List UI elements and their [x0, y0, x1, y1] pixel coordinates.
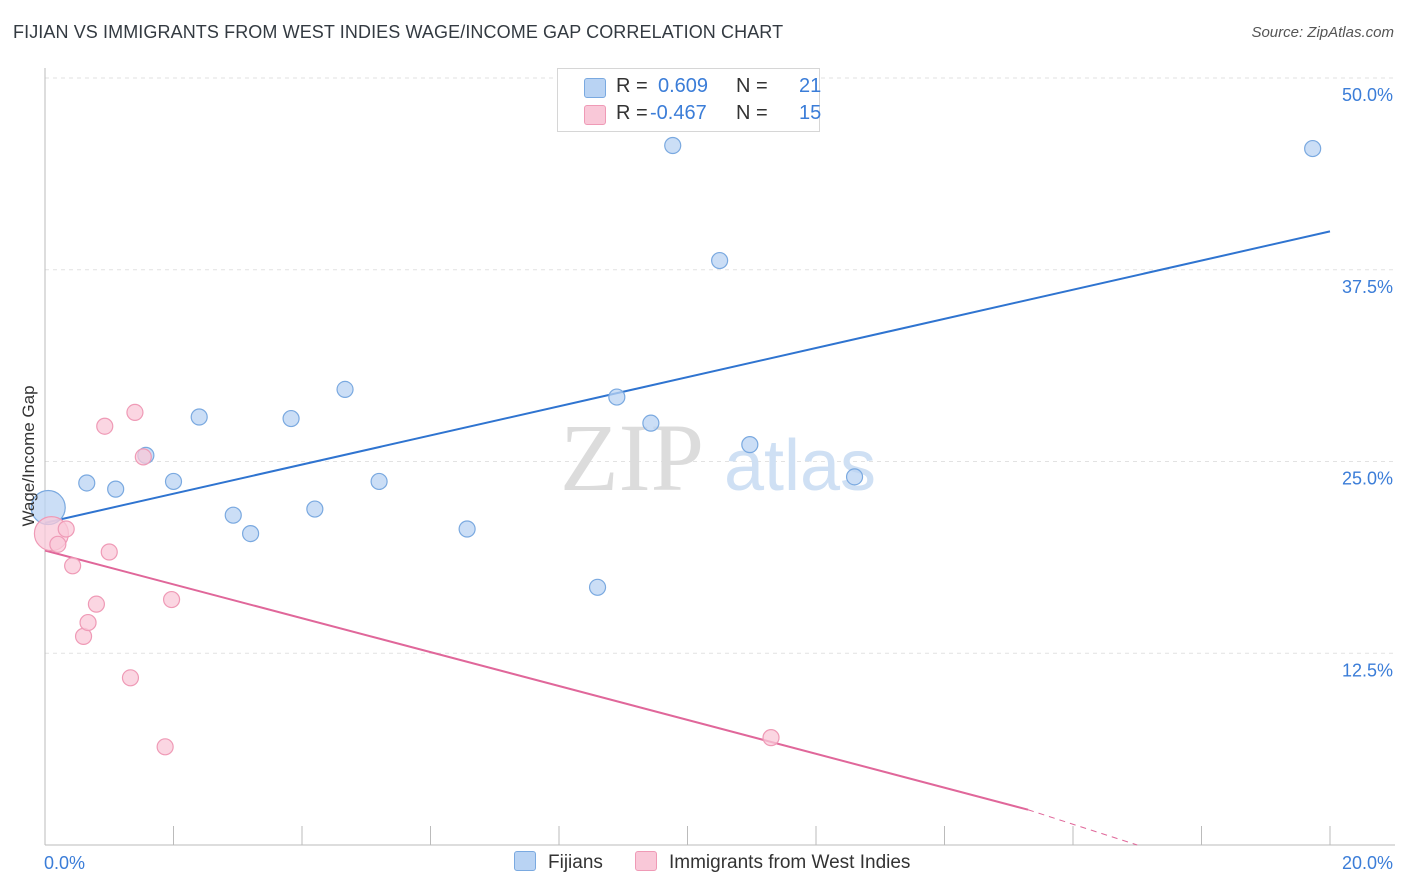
west-indies-point [64, 557, 82, 575]
source-credit: Source: ZipAtlas.com [1251, 24, 1394, 41]
west-indies-point [121, 669, 140, 687]
watermark: ZIP atlas [560, 404, 876, 511]
axes [44, 68, 1395, 846]
x-tick-label: 0.0% [44, 853, 85, 873]
x-tick-label: 20.0% [1342, 853, 1393, 873]
n-value-west-indies: 15 [799, 102, 822, 124]
west-indies-point [126, 403, 144, 422]
fijian-point [642, 414, 660, 432]
r-value-west-indies: -0.467 [650, 102, 707, 124]
west-indies-point [87, 595, 106, 613]
west-indies-legend-label: Immigrants from West Indies [669, 852, 911, 873]
west-indies-point [100, 543, 118, 561]
west-indies-trend-line [44, 549, 1029, 811]
correlation-legend: R = 0.609 N = 21 R = -0.467 N = 15 [557, 68, 822, 132]
west-indies-legend-swatch [635, 851, 657, 871]
bottom-legend-west-indies: Immigrants from West Indies [635, 851, 910, 874]
y-tick-label: 25.0% [1342, 469, 1393, 489]
fijian-point [336, 380, 354, 399]
fijian-point [282, 409, 300, 428]
grid-lines [45, 77, 1395, 654]
west-indies-point [96, 417, 114, 435]
y-axis-label: Wage/Income Gap [19, 385, 38, 526]
fijian-point [458, 520, 476, 538]
n-label: N = [736, 102, 768, 124]
fijian-point [306, 500, 324, 518]
y-tick-label: 37.5% [1342, 277, 1393, 297]
r-label: R = [616, 75, 648, 97]
r-value-fijians: 0.609 [658, 75, 709, 97]
west-indies-point [162, 590, 181, 609]
n-value-fijians: 21 [799, 75, 822, 97]
data-points [30, 136, 1322, 756]
west-indies-point [762, 729, 780, 747]
west-indies-point [156, 738, 174, 756]
chart-title: FIJIAN VS IMMIGRANTS FROM WEST INDIES WA… [13, 22, 784, 42]
fijian-point [224, 506, 242, 524]
fijian-point [78, 474, 96, 492]
y-tick-label: 50.0% [1342, 85, 1393, 105]
y-tick-label: 12.5% [1342, 660, 1393, 680]
fijians-legend-label: Fijians [548, 852, 603, 873]
fijian-point [845, 468, 864, 486]
trend-lines [44, 230, 1331, 846]
fijians-trend-line [44, 230, 1331, 524]
fijians-swatch [584, 78, 606, 98]
watermark-zip: ZIP [560, 404, 704, 511]
n-label: N = [736, 75, 768, 97]
fijian-point [190, 408, 208, 426]
fijian-point [608, 388, 626, 406]
fijian-point [1304, 139, 1322, 158]
tick-labels: 12.5% 25.0% 37.5% 50.0% 0.0% 20.0% [44, 85, 1393, 873]
west-indies-trend-extension [1027, 809, 1138, 846]
fijian-point [711, 251, 729, 270]
fijian-point [107, 480, 125, 498]
west-indies-swatch [584, 105, 606, 125]
fijian-point [741, 436, 759, 454]
bottom-legend-fijians: Fijians [514, 851, 603, 874]
west-indies-point [57, 520, 75, 538]
r-label: R = [616, 102, 648, 124]
west-indies-point [79, 613, 97, 632]
fijian-point [588, 578, 607, 596]
fijians-legend-swatch [514, 851, 536, 871]
west-indies-point [49, 535, 67, 553]
fijian-point [242, 524, 260, 543]
fijian-point [664, 136, 682, 155]
fijian-point [370, 472, 388, 491]
west-indies-point [134, 448, 152, 466]
fijian-point [164, 472, 183, 491]
